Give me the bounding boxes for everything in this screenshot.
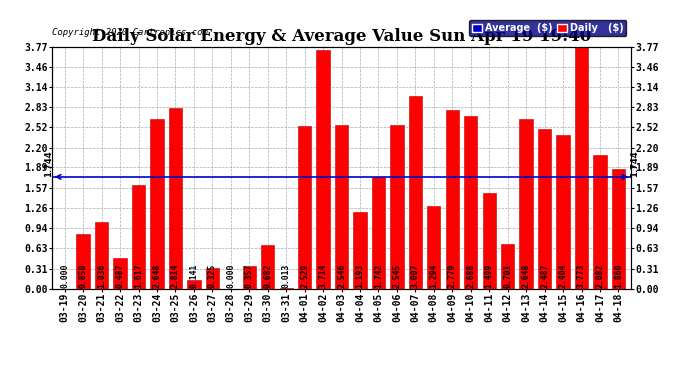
Legend: Average  ($), Daily   ($): Average ($), Daily ($)	[469, 20, 627, 36]
Bar	[612, 170, 625, 289]
Text: 3.007: 3.007	[411, 264, 420, 288]
Text: 3.714: 3.714	[319, 264, 328, 288]
Bar	[113, 258, 127, 289]
Bar	[464, 116, 477, 289]
Bar	[593, 155, 607, 289]
Bar	[482, 193, 496, 289]
Bar	[575, 46, 588, 289]
Bar	[501, 244, 514, 289]
Bar	[520, 119, 533, 289]
Text: 2.404: 2.404	[558, 264, 568, 288]
Text: Copyright 2020 Cartronics.com: Copyright 2020 Cartronics.com	[52, 28, 208, 37]
Bar	[169, 108, 182, 289]
Text: 2.487: 2.487	[540, 264, 549, 288]
Text: 2.545: 2.545	[393, 264, 402, 288]
Text: 0.682: 0.682	[263, 264, 273, 288]
Text: 2.648: 2.648	[152, 264, 161, 288]
Text: 1.617: 1.617	[134, 264, 143, 288]
Text: 0.487: 0.487	[115, 264, 125, 288]
Text: 1.036: 1.036	[97, 264, 106, 288]
Text: 2.779: 2.779	[448, 264, 457, 288]
Text: 0.357: 0.357	[245, 264, 254, 288]
Text: 2.529: 2.529	[300, 264, 309, 288]
Bar	[391, 126, 404, 289]
Text: 0.701: 0.701	[503, 264, 512, 288]
Bar	[132, 185, 145, 289]
Bar	[317, 51, 330, 289]
Bar	[279, 288, 293, 289]
Text: 1.744: 1.744	[629, 150, 639, 177]
Text: 2.688: 2.688	[466, 264, 475, 288]
Text: 0.325: 0.325	[208, 264, 217, 288]
Bar	[372, 177, 385, 289]
Bar	[353, 212, 366, 289]
Bar	[261, 245, 275, 289]
Text: 2.814: 2.814	[171, 264, 180, 288]
Text: 3.773: 3.773	[577, 264, 586, 288]
Bar	[150, 119, 164, 289]
Text: 0.013: 0.013	[282, 264, 290, 288]
Text: 2.546: 2.546	[337, 264, 346, 288]
Bar	[206, 268, 219, 289]
Text: 2.082: 2.082	[595, 264, 604, 288]
Text: 1.744: 1.744	[44, 150, 54, 177]
Text: 0.141: 0.141	[189, 264, 199, 288]
Text: 1.193: 1.193	[355, 264, 364, 288]
Bar	[77, 234, 90, 289]
Text: 1.294: 1.294	[429, 264, 438, 288]
Bar	[556, 135, 570, 289]
Text: 1.860: 1.860	[614, 264, 623, 288]
Text: 1.742: 1.742	[374, 264, 383, 288]
Bar	[187, 280, 201, 289]
Bar	[427, 206, 440, 289]
Bar	[538, 129, 551, 289]
Bar	[408, 96, 422, 289]
Text: 1.499: 1.499	[484, 264, 494, 288]
Bar	[95, 222, 108, 289]
Bar	[446, 111, 459, 289]
Text: 0.850: 0.850	[79, 264, 88, 288]
Title: Daily Solar Energy & Average Value Sun Apr 19 19:40: Daily Solar Energy & Average Value Sun A…	[92, 28, 591, 45]
Text: 0.000: 0.000	[60, 264, 69, 288]
Bar	[298, 126, 311, 289]
Bar	[335, 125, 348, 289]
Text: 0.000: 0.000	[226, 264, 235, 288]
Text: 2.648: 2.648	[522, 264, 531, 288]
Bar	[243, 266, 256, 289]
